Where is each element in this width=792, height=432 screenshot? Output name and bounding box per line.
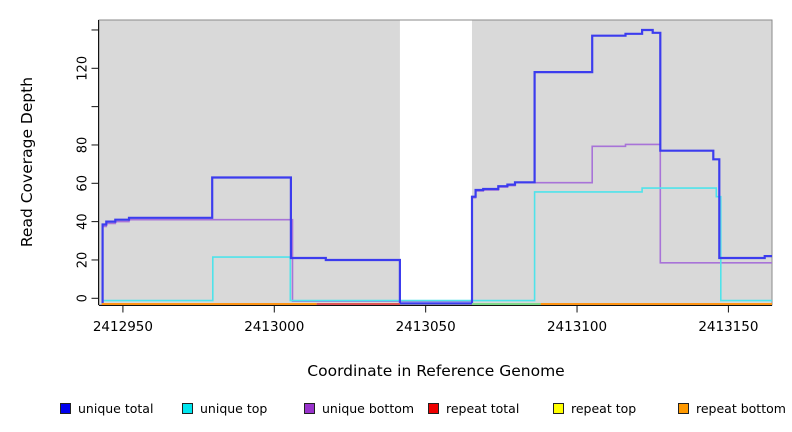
legend-swatch-unique-top: [182, 403, 193, 414]
legend-item-unique-total: unique total: [60, 401, 153, 416]
y-axis-tick-label: 120: [76, 56, 91, 81]
y-axis-tick-label: 20: [76, 252, 91, 269]
legend-item-repeat-total: repeat total: [428, 401, 519, 416]
x-axis-tick-label: 2413150: [698, 319, 758, 335]
legend-label: unique bottom: [322, 401, 415, 416]
legend-label: unique total: [78, 401, 154, 416]
legend-item-repeat-bottom: repeat bottom: [678, 401, 786, 416]
legend-swatch-unique-total: [60, 403, 71, 414]
legend-swatch-repeat-top: [553, 403, 564, 414]
x-axis-tick-label: 2412950: [93, 319, 153, 335]
y-axis-tick-label: 40: [76, 213, 91, 230]
coverage-plot: 0 20 40 60 80 120 2412950 2413000 2413050 2413100…: [76, 19, 773, 335]
legend-item-repeat-top: repeat top: [553, 401, 636, 416]
legend-label: repeat top: [571, 401, 637, 416]
x-axis-title: Coordinate in Reference Genome: [307, 362, 565, 380]
y-axis-tick-label: 80: [76, 137, 91, 154]
legend-swatch-unique-bottom: [304, 403, 315, 414]
legend-swatch-repeat-total: [428, 403, 439, 414]
y-axis-tick-label: 0: [76, 294, 91, 302]
legend-label: unique top: [200, 401, 268, 416]
legend-label: repeat bottom: [696, 401, 786, 416]
coverage-gap-region: [399, 20, 472, 305]
y-axis-tick-label: 60: [76, 175, 91, 192]
legend-label: repeat total: [446, 401, 520, 416]
legend-item-unique-bottom: unique bottom: [304, 401, 414, 416]
legend-swatch-repeat-bottom: [678, 403, 689, 414]
x-axis-tick-label: 2413100: [547, 319, 607, 335]
x-axis-tick-label: 2413000: [244, 319, 304, 335]
y-axis-title: Read Coverage Depth: [18, 76, 36, 248]
x-axis-tick-label: 2413050: [396, 319, 456, 335]
legend-item-unique-top: unique top: [182, 401, 267, 416]
series-line-unique-total: [101, 28, 772, 305]
